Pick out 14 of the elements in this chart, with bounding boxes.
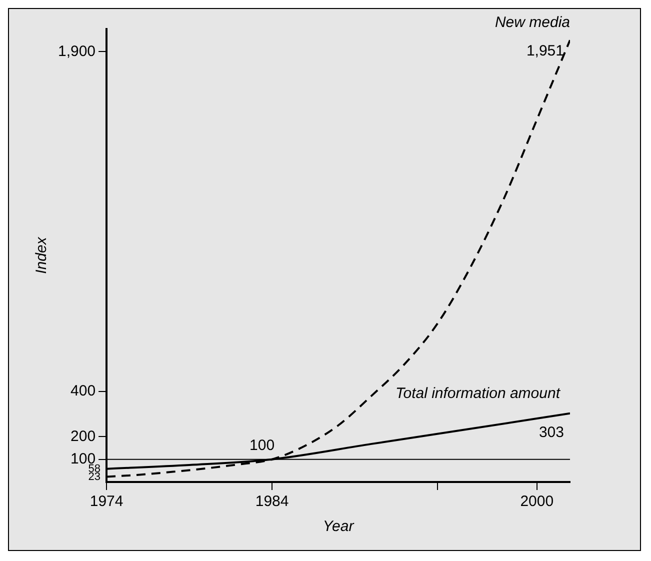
x-tick-label: 1984: [255, 493, 289, 510]
x-axis-title: Year: [322, 518, 355, 536]
y-axis-title: Index: [33, 236, 50, 274]
x-tick-label: 1974: [90, 493, 124, 510]
y-tick-label: 400: [70, 382, 96, 400]
y-tick-label: 200: [70, 428, 96, 445]
data-label: 1,951: [526, 42, 564, 60]
x-tick-label: 2000: [520, 493, 554, 510]
series-label: New media: [494, 14, 570, 31]
y-tick-label: 1,900: [58, 42, 96, 60]
series-label: Total information amount: [395, 385, 561, 402]
data-label: 100: [250, 436, 275, 454]
data-label: 23: [88, 470, 101, 483]
data-label: 303: [538, 424, 564, 442]
